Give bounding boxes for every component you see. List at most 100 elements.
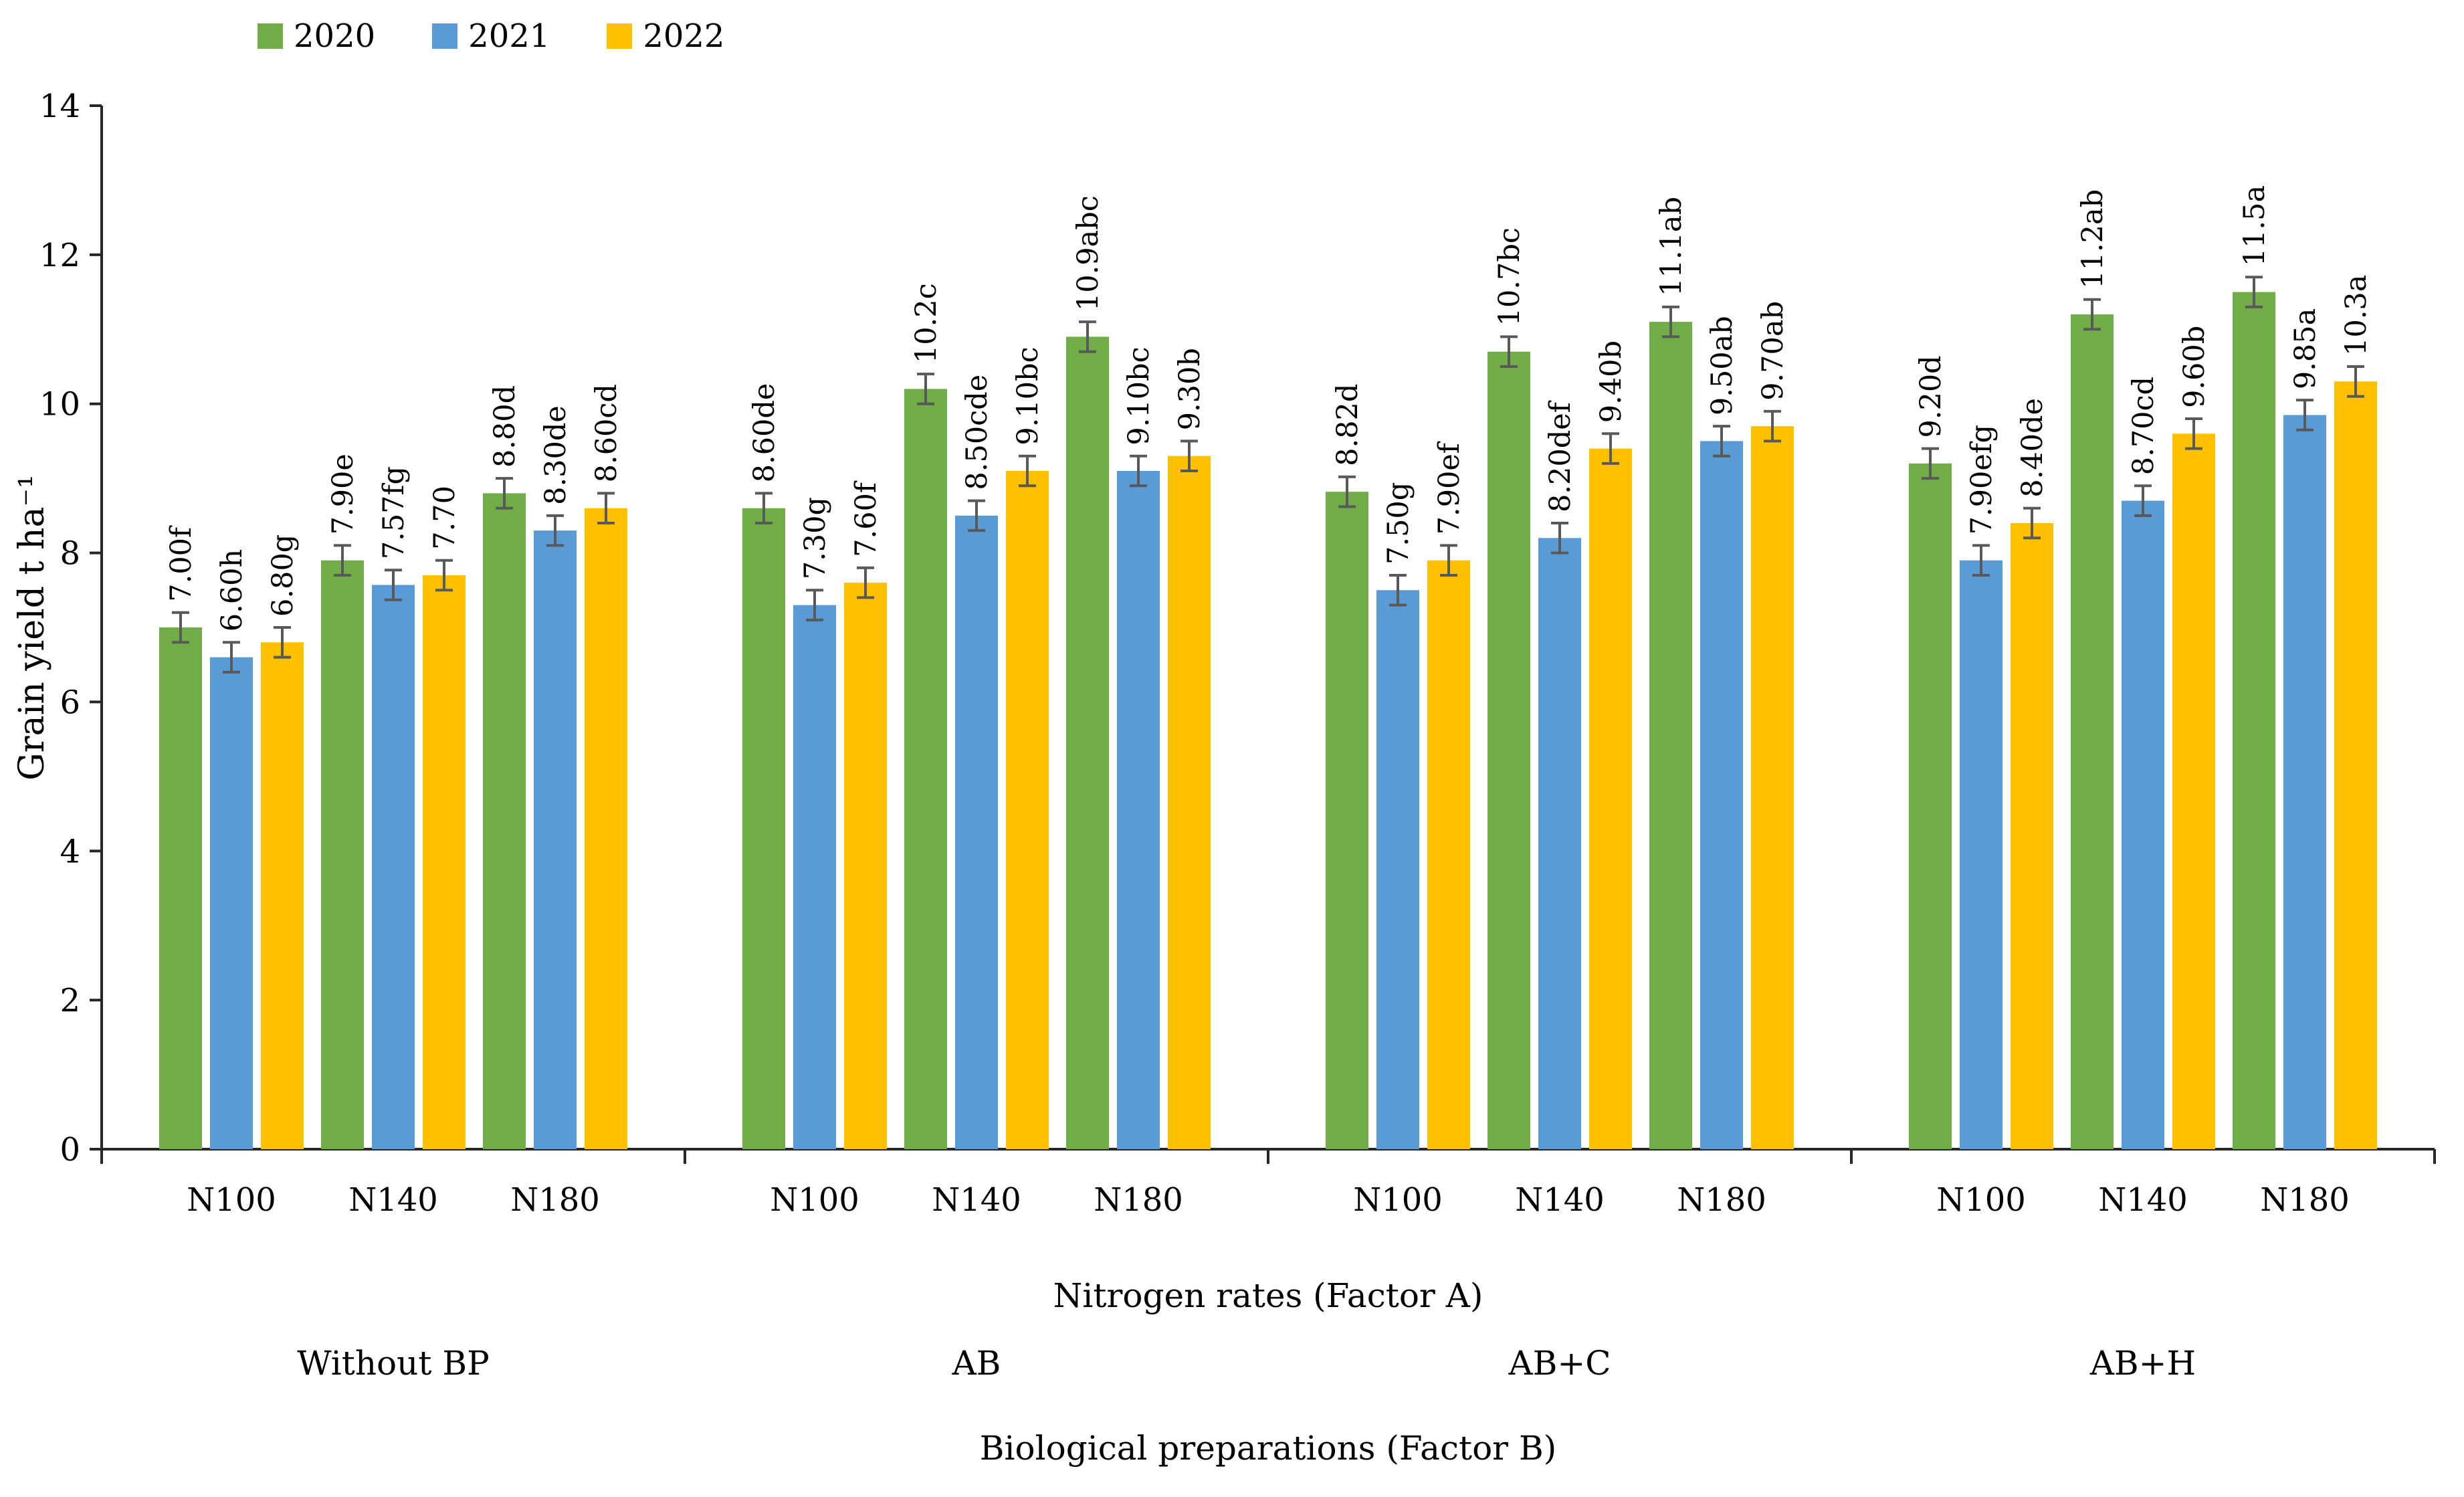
- bar-2020: [742, 508, 785, 1149]
- x-axis-title-factor-b: Biological preparations (Factor B): [979, 1429, 1557, 1468]
- bar-value-label: 8.70cd: [2127, 377, 2160, 475]
- bar-2020: [321, 560, 364, 1149]
- bar-value-label: 9.70ab: [1756, 301, 1790, 401]
- bar-value-label: 8.60de: [748, 383, 781, 483]
- bar-value-label: 8.20def: [1544, 400, 1577, 512]
- group-label: AB+H: [2089, 1344, 2196, 1383]
- legend-label-2020: 2020: [294, 17, 376, 55]
- bar-2022: [844, 583, 887, 1149]
- category-label: N140: [2098, 1181, 2188, 1219]
- bar-2020: [1066, 336, 1109, 1149]
- category-label: N140: [1515, 1181, 1605, 1219]
- bar-2022: [585, 508, 627, 1149]
- bar-2020: [1326, 492, 1368, 1149]
- legend-swatch-2021: [432, 23, 458, 49]
- category-label: N180: [1094, 1181, 1183, 1219]
- bar-value-label: 7.00f: [165, 525, 198, 602]
- bar-2021: [372, 585, 415, 1149]
- bar-value-label: 9.85a: [2289, 308, 2322, 389]
- y-axis-tick-label: 12: [39, 237, 80, 274]
- bar-value-label: 9.40b: [1595, 340, 1628, 423]
- group-label: AB: [952, 1344, 1001, 1383]
- chart-legend: 2020 2021 2022: [258, 17, 724, 55]
- bar-2021: [1376, 590, 1419, 1149]
- category-label: N100: [187, 1181, 276, 1219]
- bar-2021: [1700, 441, 1743, 1149]
- bar-value-label: 10.3a: [2340, 275, 2373, 356]
- category-label: N180: [2260, 1181, 2350, 1219]
- bar-2020: [1909, 463, 1952, 1149]
- bar-value-label: 8.82d: [1331, 384, 1364, 466]
- x-axis-title-factor-a: Nitrogen rates (Factor A): [1053, 1276, 1483, 1315]
- legend-item-2021: 2021: [432, 17, 550, 55]
- y-axis-tick-label: 14: [39, 88, 80, 125]
- bar-value-label: 7.70: [428, 486, 461, 550]
- bar-2021: [2122, 500, 2164, 1149]
- bar-2020: [1649, 322, 1692, 1150]
- bar-2022: [2172, 433, 2215, 1150]
- bar-value-label: 9.20d: [1914, 355, 1948, 437]
- category-label: N180: [1677, 1181, 1766, 1219]
- bar-value-label: 6.80g: [266, 534, 300, 617]
- group-label: AB+C: [1508, 1344, 1611, 1383]
- bar-2022: [1751, 426, 1794, 1150]
- bar-value-label: 8.80d: [488, 385, 522, 468]
- y-axis-tick-label: 4: [60, 833, 80, 870]
- bar-2021: [955, 515, 998, 1149]
- bar-2022: [261, 642, 304, 1149]
- y-axis-tick-label: 2: [60, 982, 80, 1019]
- bar-value-label: 8.40de: [2016, 398, 2049, 498]
- category-label: N100: [770, 1181, 859, 1219]
- bar-2021: [1117, 471, 1160, 1149]
- legend-swatch-2020: [258, 23, 283, 49]
- bar-2021: [210, 657, 253, 1149]
- category-label: N100: [1936, 1181, 2026, 1219]
- bar-value-label: 8.30de: [539, 405, 573, 505]
- group-label: Without BP: [297, 1344, 489, 1383]
- bar-2020: [2071, 314, 2114, 1149]
- bar-2022: [1427, 560, 1470, 1149]
- bar-2021: [2283, 415, 2326, 1149]
- bar-2022: [1006, 471, 1049, 1149]
- category-label: N140: [932, 1181, 1021, 1219]
- legend-item-2020: 2020: [258, 17, 375, 55]
- y-axis-tick-label: 6: [60, 684, 80, 721]
- bar-2020: [2233, 292, 2275, 1150]
- bar-2020: [1487, 351, 1530, 1149]
- y-axis-tick-label: 0: [60, 1131, 80, 1169]
- bar-2022: [2334, 381, 2377, 1150]
- bar-2020: [159, 627, 202, 1149]
- bar-value-label: 10.2c: [910, 283, 943, 363]
- legend-swatch-2022: [607, 23, 633, 49]
- bar-value-label: 11.1ab: [1655, 197, 1688, 296]
- bar-value-label: 7.90e: [326, 454, 360, 534]
- bar-value-label: 9.30b: [1173, 348, 1207, 430]
- bar-2021: [793, 605, 836, 1149]
- bar-value-label: 8.60cd: [590, 384, 623, 482]
- bar-value-label: 11.2ab: [2076, 189, 2110, 289]
- bar-value-label: 7.90efg: [1965, 425, 1998, 535]
- bar-2022: [1168, 456, 1211, 1149]
- bar-value-label: 11.5a: [2238, 185, 2271, 266]
- bar-value-label: 9.10bc: [1122, 346, 1156, 445]
- y-axis-title: Grain yield t ha⁻¹: [12, 474, 52, 781]
- legend-label-2021: 2021: [468, 17, 550, 55]
- y-axis-tick-label: 8: [60, 535, 80, 573]
- bar-value-label: 7.30g: [799, 497, 832, 579]
- bar-value-label: 7.50g: [1382, 482, 1415, 565]
- legend-label-2022: 2022: [643, 17, 725, 55]
- bar-value-label: 6.60h: [215, 549, 249, 631]
- bar-value-label: 9.50ab: [1706, 316, 1739, 415]
- bar-2022: [1589, 448, 1632, 1149]
- bar-2022: [2011, 523, 2053, 1149]
- bar-value-label: 9.10bc: [1011, 346, 1045, 445]
- bar-2020: [483, 493, 526, 1149]
- legend-item-2022: 2022: [607, 17, 724, 55]
- bar-2021: [534, 530, 577, 1149]
- bar-value-label: 7.57fg: [377, 466, 411, 559]
- bar-2022: [423, 575, 466, 1149]
- bar-value-label: 9.60b: [2178, 326, 2211, 408]
- bar-value-label: 7.60f: [849, 480, 883, 557]
